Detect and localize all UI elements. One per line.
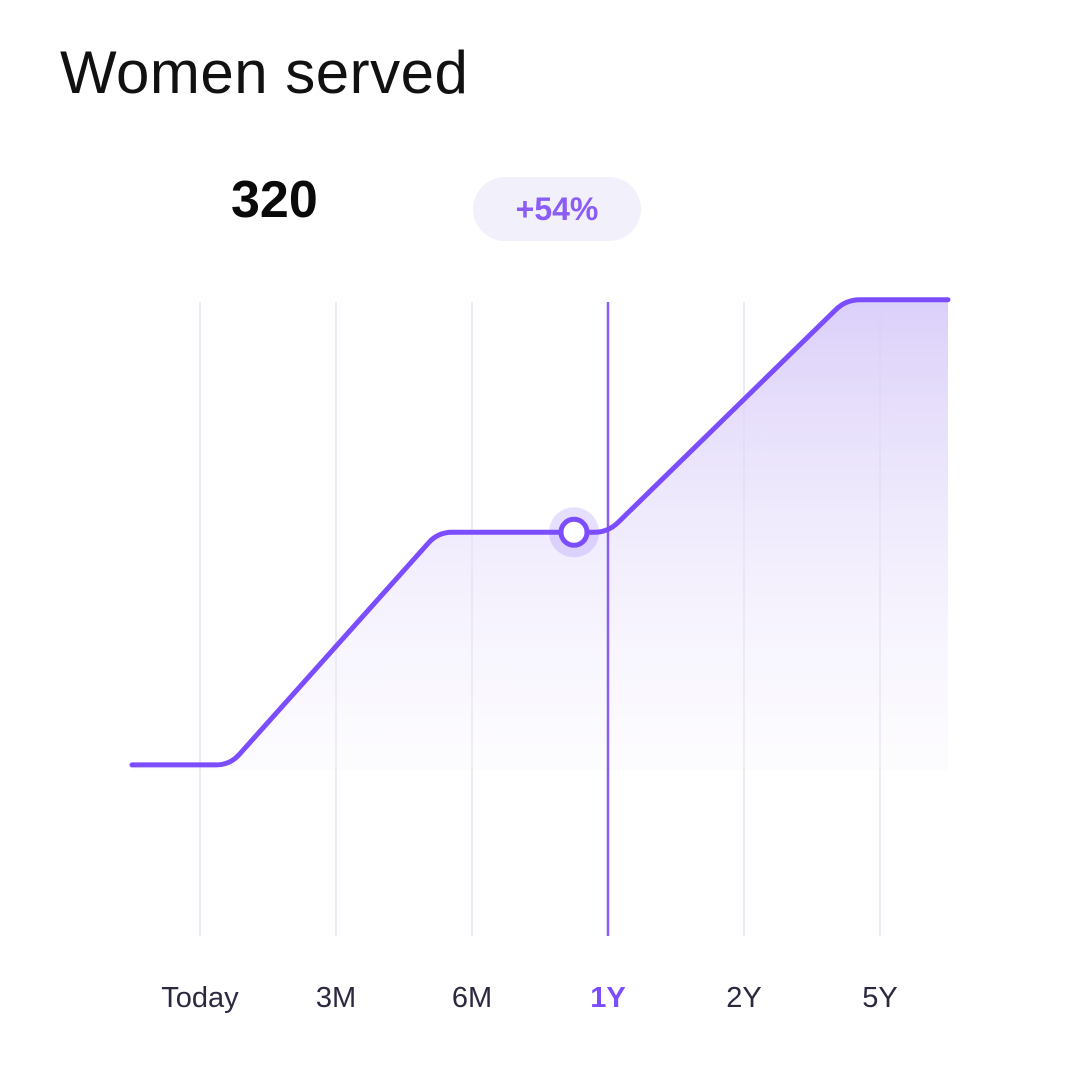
selected-point-marker[interactable]	[558, 516, 590, 548]
x-tick-label-3m[interactable]: 3M	[315, 982, 357, 1014]
x-tick-label-1y[interactable]: 1Y	[590, 982, 626, 1014]
change-badge: +54%	[473, 177, 641, 241]
x-tick-label-today[interactable]: Today	[161, 982, 239, 1014]
x-tick-label-6m[interactable]: 6M	[451, 982, 493, 1014]
page-title: Women served	[60, 39, 469, 106]
area-fill	[132, 299, 948, 770]
x-tick-label-5y[interactable]: 5Y	[862, 982, 898, 1014]
x-tick-label-2y[interactable]: 2Y	[726, 982, 762, 1014]
current-value: 320	[231, 171, 318, 229]
